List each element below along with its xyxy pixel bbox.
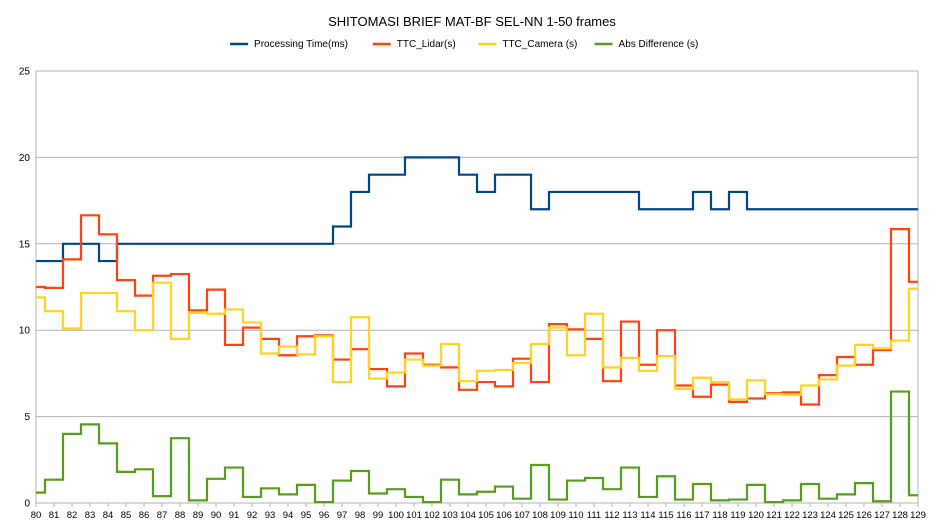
x-tick-label: 103	[442, 510, 458, 521]
series-line-3	[36, 390, 918, 504]
x-tick-label: 112	[604, 510, 619, 521]
series-layer	[36, 156, 918, 504]
x-tick-label: 101	[406, 510, 422, 521]
legend: Processing Time(ms) TTC_Lidar(s) TTC_Camer…	[230, 39, 698, 50]
x-tick-label: 124	[820, 510, 836, 521]
x-tick-label: 86	[139, 510, 150, 521]
y-tick-label: 10	[19, 326, 31, 337]
x-tick-label: 128	[892, 510, 908, 521]
y-tick-label: 0	[24, 499, 30, 510]
chart-title: SHITOMASI BRIEF MAT-BF SEL-NN 1-50 frame…	[328, 14, 616, 29]
x-tick-label: 97	[337, 510, 348, 521]
y-tick-label: 15	[19, 239, 31, 250]
x-tick-label: 94	[283, 510, 294, 521]
x-tick-label: 122	[784, 510, 800, 521]
x-tick-label: 116	[676, 510, 691, 521]
x-tick-label: 114	[640, 510, 655, 521]
x-tick-label: 85	[121, 510, 132, 521]
x-tick-label: 105	[478, 510, 494, 521]
x-tick-label: 96	[319, 510, 330, 521]
x-tick-label: 115	[658, 510, 673, 521]
x-tick-label: 83	[85, 510, 96, 521]
x-tick-label: 125	[838, 510, 854, 521]
x-tick-label: 89	[193, 510, 204, 521]
x-tick-label: 98	[355, 510, 366, 521]
x-tick-label: 95	[301, 510, 312, 521]
x-tick-label: 93	[265, 510, 276, 521]
x-tick-label: 121	[766, 510, 782, 521]
x-tick-label: 129	[910, 510, 926, 521]
x-tick-label: 106	[496, 510, 512, 521]
x-tick-label: 104	[460, 510, 476, 521]
x-tick-label: 110	[568, 510, 583, 521]
y-tick-label: 5	[24, 412, 30, 423]
x-tick-label: 117	[694, 510, 709, 521]
x-tick-label: 111	[587, 510, 601, 521]
x-tick-label: 81	[49, 510, 60, 521]
x-tick-label: 108	[532, 510, 548, 521]
y-axis: 0 5 10 15 20 25	[19, 67, 31, 510]
legend-label: Abs Difference (s)	[619, 39, 699, 50]
x-tick-label: 120	[748, 510, 764, 521]
x-tick-label: 92	[247, 510, 258, 521]
legend-label: Processing Time(ms)	[254, 39, 348, 50]
y-tick-label: 25	[19, 67, 31, 78]
x-tick-label: 82	[67, 510, 78, 521]
x-tick-label: 102	[424, 510, 440, 521]
legend-label: TTC_Camera (s)	[502, 39, 577, 50]
x-tick-label: 88	[175, 510, 186, 521]
x-tick-label: 109	[550, 510, 566, 521]
x-tick-label: 118	[712, 510, 727, 521]
x-tick-label: 80	[31, 510, 42, 521]
x-tick-label: 107	[514, 510, 530, 521]
legend-label: TTC_Lidar(s)	[397, 39, 456, 50]
x-tick-label: 84	[103, 510, 114, 521]
series-line-0	[36, 156, 918, 263]
x-tick-label: 113	[622, 510, 637, 521]
series-line-2	[36, 281, 918, 401]
y-tick-label: 20	[19, 153, 31, 164]
x-tick-label: 91	[229, 510, 240, 521]
x-tick-label: 90	[211, 510, 222, 521]
x-tick-label: 100	[388, 510, 404, 521]
x-tick-label: 87	[157, 510, 168, 521]
x-tick-label: 119	[730, 510, 745, 521]
x-tick-label: 123	[802, 510, 818, 521]
x-axis: 80 81 82 83 84 85 86 87 88 89 90 91 92 93 94 95 96 97 98 99…	[31, 503, 926, 521]
x-tick-label: 126	[856, 510, 872, 521]
x-tick-label: 99	[373, 510, 384, 521]
x-tick-label: 127	[874, 510, 890, 521]
